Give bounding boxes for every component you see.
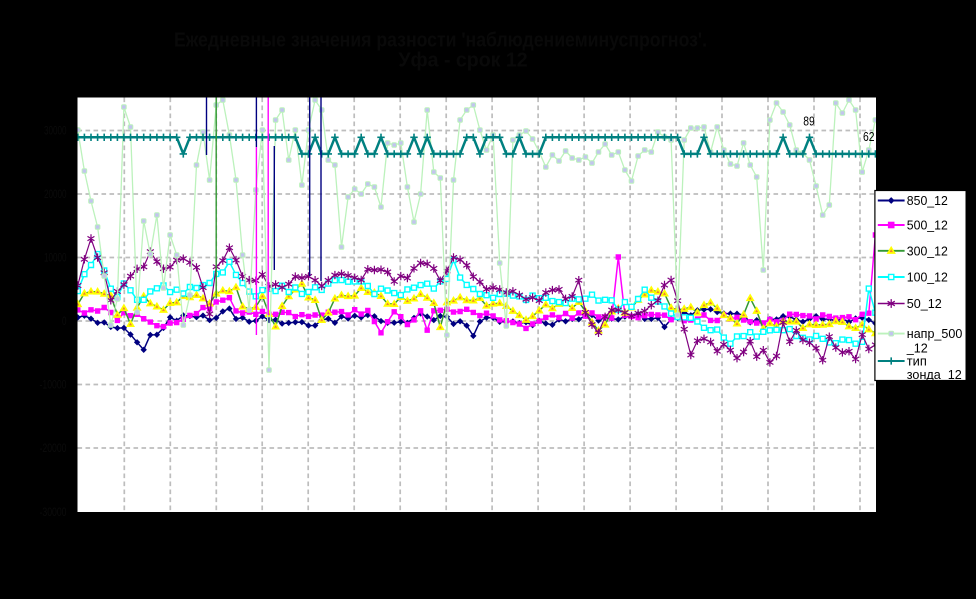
svg-text:89: 89	[803, 115, 815, 129]
svg-text:-10000: -10000	[40, 380, 67, 392]
svg-text:напр_500: напр_500	[907, 327, 963, 341]
svg-text:Ежедневные значения разности ': Ежедневные значения разности 'наблюдение…	[174, 30, 707, 52]
svg-text:10000: 10000	[44, 253, 67, 265]
svg-text:0: 0	[62, 316, 67, 328]
svg-text:50_12: 50_12	[907, 297, 942, 311]
svg-text:100_12: 100_12	[907, 271, 948, 285]
svg-text:300_12: 300_12	[907, 244, 948, 258]
svg-text:500_12: 500_12	[907, 219, 948, 233]
svg-text:20000: 20000	[44, 189, 67, 201]
svg-text:62: 62	[863, 130, 875, 144]
svg-text:тип: тип	[907, 355, 927, 369]
svg-text:_12: _12	[906, 341, 928, 355]
svg-text:850_12: 850_12	[907, 194, 948, 208]
svg-text:-30000: -30000	[40, 507, 67, 519]
svg-text:-20000: -20000	[40, 443, 67, 455]
svg-text:30000: 30000	[44, 126, 67, 138]
svg-text:зонда_12: зонда_12	[907, 368, 962, 382]
svg-text:Уфа - срок 12: Уфа - срок 12	[398, 50, 527, 72]
